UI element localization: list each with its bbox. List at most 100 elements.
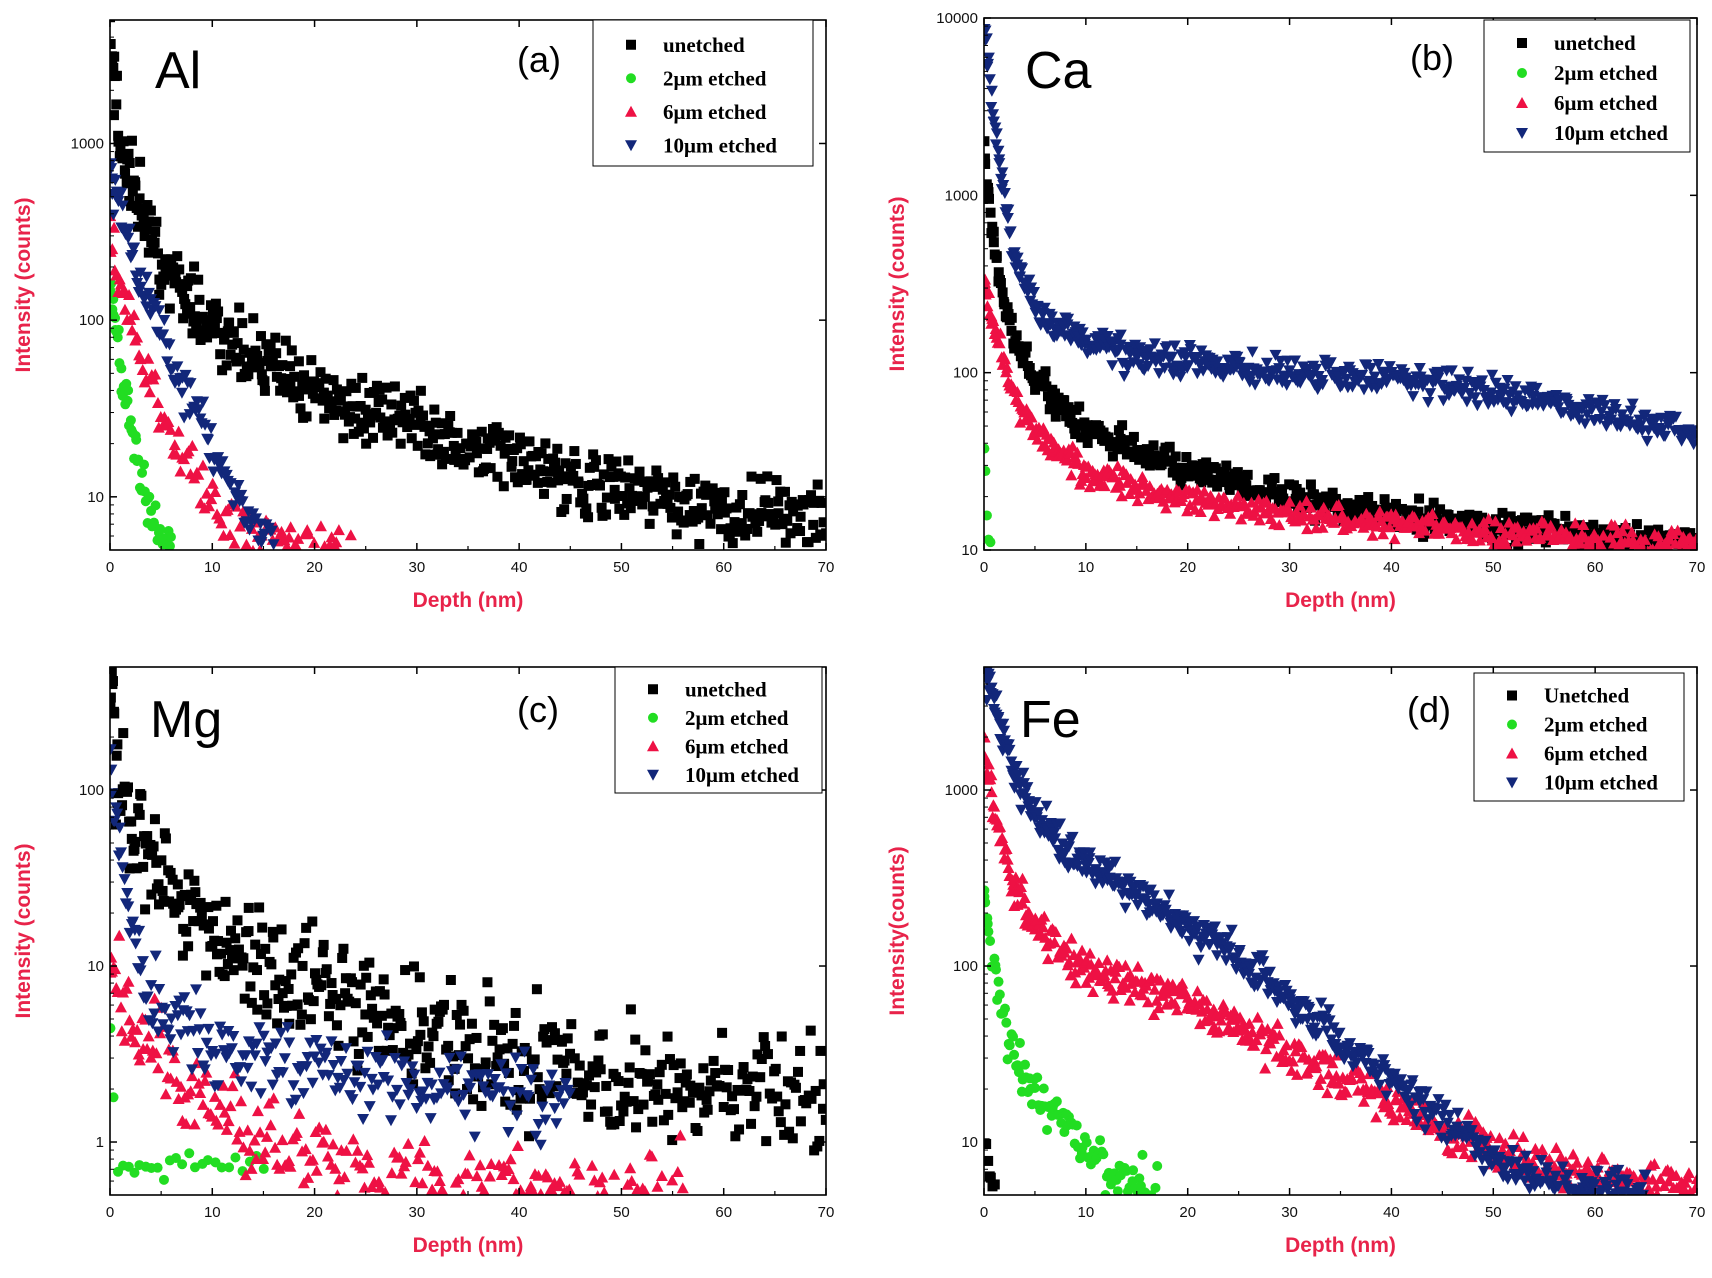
data-point (468, 1131, 481, 1143)
data-point (1324, 357, 1337, 369)
data-point (402, 422, 413, 433)
data-point (400, 965, 411, 976)
data-point (1062, 313, 1075, 325)
series-6-m-etched (984, 731, 1697, 1195)
data-point (1181, 452, 1192, 463)
data-point (1058, 848, 1071, 860)
data-point (1643, 525, 1654, 536)
data-point (446, 427, 457, 438)
legend-marker (648, 712, 658, 723)
data-point (129, 844, 140, 855)
data-point (1001, 212, 1014, 224)
data-point (1125, 446, 1136, 457)
data-point (1001, 361, 1014, 373)
data-point (788, 506, 799, 517)
data-point (112, 739, 123, 750)
data-point (110, 788, 119, 800)
data-point (1530, 382, 1543, 394)
data-point (1648, 1157, 1661, 1169)
data-point (365, 1073, 378, 1085)
data-point (984, 1139, 992, 1150)
data-point (1219, 492, 1232, 504)
data-point (452, 1173, 465, 1185)
data-point (655, 1169, 668, 1181)
data-point (1601, 1184, 1614, 1195)
data-point (217, 1045, 230, 1057)
data-point (361, 1149, 374, 1161)
data-point (1080, 471, 1093, 483)
data-point (317, 947, 328, 958)
data-point (1042, 1124, 1053, 1135)
data-point (177, 950, 188, 961)
data-point (544, 1088, 555, 1099)
data-point (1541, 1162, 1554, 1174)
data-point (216, 1162, 227, 1173)
data-point (724, 531, 735, 542)
data-point (127, 916, 140, 928)
data-point (536, 1093, 547, 1104)
legend-marker (1517, 68, 1527, 78)
data-point (1021, 341, 1032, 352)
data-point (1368, 371, 1381, 383)
data-point (1081, 1137, 1092, 1148)
data-point (502, 1043, 513, 1054)
data-point (212, 1118, 225, 1130)
data-point (1364, 362, 1377, 374)
data-point (316, 980, 327, 991)
data-point (283, 531, 296, 543)
data-point (335, 1000, 346, 1011)
data-point (1653, 524, 1664, 535)
data-point (765, 509, 776, 520)
data-point (795, 1045, 806, 1056)
data-point (361, 1046, 374, 1058)
data-point (395, 1167, 408, 1179)
data-point (160, 833, 171, 844)
data-point (125, 415, 136, 426)
data-point (408, 395, 419, 406)
data-point (283, 1155, 296, 1167)
data-point (1186, 460, 1197, 471)
data-point (557, 1098, 570, 1110)
data-point (284, 1160, 297, 1172)
data-point (399, 392, 410, 403)
data-point (1082, 858, 1095, 870)
data-point (376, 1010, 387, 1021)
data-point (1196, 477, 1207, 488)
data-point (573, 478, 584, 489)
data-point (418, 1134, 431, 1146)
data-point (314, 520, 327, 532)
data-point (150, 1047, 163, 1059)
data-point (203, 500, 216, 512)
data-point (784, 1126, 795, 1137)
data-point (1245, 496, 1258, 508)
data-point (1609, 404, 1622, 416)
data-point (183, 941, 194, 952)
data-point (308, 996, 319, 1007)
data-point (1010, 761, 1023, 773)
data-point (1332, 1077, 1345, 1089)
series-unetched (110, 20, 826, 550)
data-point (1682, 1167, 1695, 1179)
data-point (1276, 484, 1287, 495)
data-point (1103, 432, 1114, 443)
data-point (770, 1063, 781, 1074)
data-point (118, 874, 131, 886)
data-point (734, 499, 745, 510)
data-point (801, 1098, 812, 1109)
data-point (1190, 352, 1203, 364)
data-point (1395, 1074, 1408, 1086)
data-point (245, 1081, 258, 1093)
data-point (991, 251, 1002, 262)
legend-marker (647, 769, 659, 781)
data-point (227, 339, 238, 350)
data-point (647, 1116, 658, 1127)
data-point (993, 158, 1006, 170)
data-point (179, 293, 190, 304)
data-point (386, 1091, 399, 1103)
data-point (299, 370, 310, 381)
data-point (1224, 507, 1237, 519)
data-point (1439, 1099, 1452, 1111)
data-point (510, 1110, 523, 1122)
data-point (1634, 420, 1647, 432)
